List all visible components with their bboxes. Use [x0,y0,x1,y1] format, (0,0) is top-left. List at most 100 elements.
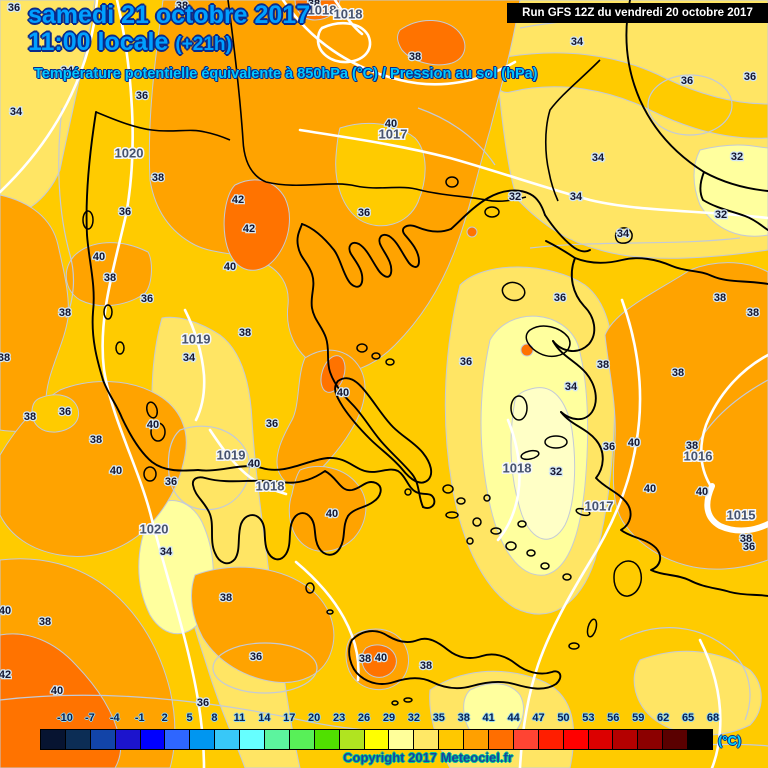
pressure-label: 1017 [379,127,408,142]
colorbar-tick: 17 [283,712,296,724]
temperature-label: 38 [740,533,752,545]
pressure-labels: 1018101810201017101910191018101810161017… [113,1,757,538]
temperature-label: 42 [0,669,11,681]
colorbar-cell [389,730,415,749]
temperature-label: 38 [90,434,102,446]
temperature-label: 36 [681,75,693,87]
coastlines [85,0,768,690]
colorbar-cell [688,730,713,749]
run-info-box: Run GFS 12Z du vendredi 20 octobre 2017 [507,3,768,23]
temperature-label: 40 [696,486,708,498]
temperature-label: 38 [597,359,609,371]
temperature-label: 36 [460,356,472,368]
temperature-label: 38 [152,172,164,184]
temperature-label: 40 [93,251,105,263]
pressure-label: 1015 [727,508,756,523]
temperature-label: 40 [385,118,397,130]
colorbar-tick: -7 [84,712,95,724]
temperature-label: 40 [375,652,387,664]
colorbar-tick: -1 [134,712,145,724]
colorbar-tick: 2 [161,712,168,724]
colorbar-tick: 62 [657,712,670,724]
temperature-label: 34 [592,152,605,164]
temperature-label: 34 [160,546,173,558]
colorbar-tick: 41 [482,712,495,724]
temperature-label: 38 [714,292,726,304]
temperature-label: 36 [136,90,148,102]
temperature-label: 40 [248,458,260,470]
date-line: samedi 21 octobre 2017 [28,1,311,29]
pressure-label: 1018 [503,461,532,476]
temperature-label: 38 [747,307,759,319]
temperature-label: 40 [644,483,656,495]
colorbar-tick: 68 [706,712,720,724]
temperature-label: 38 [359,653,371,665]
temperature-label: 38 [409,51,421,63]
temperature-label: 40 [337,387,349,399]
pressure-label: 1018 [334,7,363,22]
colorbar-cell [613,730,639,749]
islands [82,176,642,706]
colorbar-ticks: -10 -7 -4 -1 2 5 8 11 14 17 20 23 26 29 32 35 38 41 44 47 50… [0,712,768,728]
temperature-labels: 36 38 38 38 34 36 36 34 36 34 40 32 34 38 42 32 34 36 36 32… [0,0,760,710]
colorbar-tick: 38 [457,712,470,724]
colorbar-tick: 11 [233,712,246,724]
temperature-label: 36 [744,71,756,83]
colorbar-tick: 53 [582,712,595,724]
temperature-label: 36 [358,207,370,219]
colorbar-tick: 8 [211,712,218,724]
temperature-label: 42 [232,194,244,206]
pressure-label: 1019 [182,332,211,347]
temperature-label: 34 [565,381,578,393]
temperature-label: 36 [603,441,615,453]
colorbar-tick: 29 [382,712,396,724]
temperature-label: 32 [550,466,562,478]
temperature-label: 36 [250,651,262,663]
temperature-label: 36 [59,406,71,418]
colorbar-unit: (°C) [718,733,742,748]
temperature-label: 38 [39,616,51,628]
temperature-label: 40 [110,465,122,477]
colorbar-cell [414,730,440,749]
colorbar-cell [265,730,290,749]
temperature-label: 40 [224,261,236,273]
temperature-label: 40 [628,437,640,449]
temperature-label: 32 [715,209,727,221]
temperature-label: 38 [59,307,71,319]
temperature-label: 38 [0,352,10,364]
temperature-label: 34 [571,36,584,48]
temperature-label: 38 [239,327,251,339]
colorbar-tick: 59 [632,712,645,724]
temperature-label: 38 [176,0,188,12]
colorbar-cell [115,730,141,749]
colorbar-cell [140,730,166,749]
temperature-label: 32 [731,151,743,163]
colorbar-cell [638,730,664,749]
temperature-label: 38 [672,367,684,379]
colorbar-cell [190,730,216,749]
colorbar-tick: 32 [407,712,420,724]
colorbar-tick: 14 [258,712,271,724]
colorbar-cell [464,730,490,749]
temperature-label: 38 [24,411,36,423]
temperature-label: 36 [141,293,153,305]
colorbar [40,729,713,750]
colorbar-cell [339,730,365,749]
temperature-label: 34 [10,106,23,118]
forecast-offset: (+21h) [175,34,232,55]
colorbar-cell [364,730,390,749]
time-line: 11:00 locale (+21h) [28,28,232,57]
colorbar-cell [439,730,465,749]
colorbar-cell [165,730,191,749]
colorbar-cell [41,730,66,749]
colorbar-cell [289,730,315,749]
pressure-label: 1016 [684,449,713,464]
temperature-label: 36 [197,697,209,709]
colorbar-tick: 50 [557,712,570,724]
colorbar-tick: -4 [109,712,120,724]
temperature-label: 38 [308,0,320,10]
colorbar-tick: 23 [332,712,346,724]
colorbar-tick: 35 [432,712,445,724]
